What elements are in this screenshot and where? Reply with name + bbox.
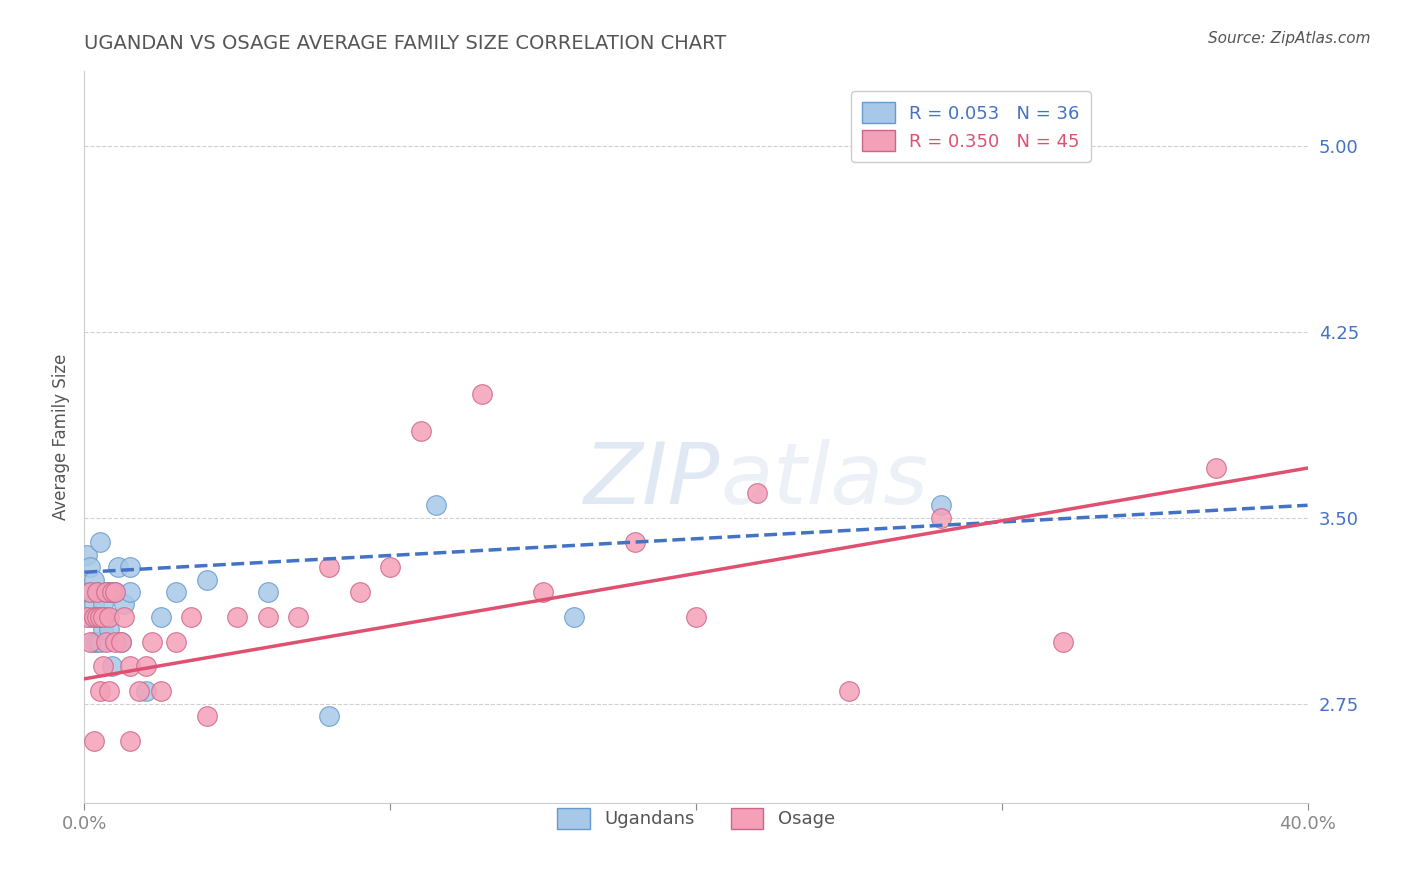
- Point: [79, 560, 101, 574]
- Point: [97, 684, 120, 698]
- Point: [89, 634, 111, 648]
- Point: [86, 634, 108, 648]
- Point: [195, 573, 218, 587]
- Point: [120, 585, 142, 599]
- Point: [195, 709, 218, 723]
- Point: [149, 684, 172, 698]
- Point: [86, 610, 108, 624]
- Point: [89, 610, 111, 624]
- Point: [929, 498, 952, 512]
- Point: [318, 709, 340, 723]
- Point: [135, 659, 157, 673]
- Point: [165, 585, 187, 599]
- Point: [110, 634, 132, 648]
- Text: UGANDAN VS OSAGE AVERAGE FAMILY SIZE CORRELATION CHART: UGANDAN VS OSAGE AVERAGE FAMILY SIZE COR…: [84, 34, 727, 54]
- Point: [104, 585, 127, 599]
- Point: [94, 634, 117, 648]
- Point: [83, 598, 105, 612]
- Point: [91, 610, 114, 624]
- Point: [79, 634, 101, 648]
- Y-axis label: Average Family Size: Average Family Size: [52, 354, 70, 520]
- Point: [76, 610, 98, 624]
- Point: [287, 610, 309, 624]
- Point: [83, 634, 105, 648]
- Point: [471, 386, 494, 401]
- Point: [89, 610, 111, 624]
- Point: [83, 573, 105, 587]
- Point: [110, 634, 132, 648]
- Point: [120, 734, 142, 748]
- Text: Source: ZipAtlas.com: Source: ZipAtlas.com: [1208, 31, 1371, 46]
- Point: [120, 560, 142, 574]
- Point: [747, 486, 769, 500]
- Point: [83, 610, 105, 624]
- Point: [76, 585, 98, 599]
- Point: [83, 734, 105, 748]
- Point: [79, 610, 101, 624]
- Point: [120, 659, 142, 673]
- Point: [257, 610, 280, 624]
- Point: [409, 424, 432, 438]
- Point: [135, 684, 157, 698]
- Point: [165, 634, 187, 648]
- Point: [91, 659, 114, 673]
- Point: [257, 585, 280, 599]
- Point: [226, 610, 249, 624]
- Text: ZIP: ZIP: [583, 440, 720, 523]
- Point: [94, 610, 117, 624]
- Point: [685, 610, 707, 624]
- Point: [89, 535, 111, 549]
- Point: [104, 585, 127, 599]
- Point: [86, 610, 108, 624]
- Point: [1052, 634, 1074, 648]
- Point: [94, 585, 117, 599]
- Point: [79, 585, 101, 599]
- Point: [97, 585, 120, 599]
- Legend: Ugandans, Osage: Ugandans, Osage: [548, 798, 844, 838]
- Point: [107, 560, 129, 574]
- Point: [79, 585, 101, 599]
- Point: [86, 585, 108, 599]
- Point: [89, 684, 111, 698]
- Point: [101, 585, 124, 599]
- Point: [76, 548, 98, 562]
- Point: [94, 585, 117, 599]
- Point: [425, 498, 447, 512]
- Point: [149, 610, 172, 624]
- Point: [91, 598, 114, 612]
- Text: atlas: atlas: [720, 440, 928, 523]
- Point: [180, 610, 202, 624]
- Point: [97, 622, 120, 636]
- Point: [531, 585, 554, 599]
- Point: [318, 560, 340, 574]
- Point: [349, 585, 371, 599]
- Point: [101, 659, 124, 673]
- Point: [97, 610, 120, 624]
- Point: [112, 598, 135, 612]
- Point: [562, 610, 585, 624]
- Point: [112, 610, 135, 624]
- Point: [380, 560, 402, 574]
- Point: [624, 535, 647, 549]
- Point: [104, 634, 127, 648]
- Point: [838, 684, 860, 698]
- Point: [1205, 461, 1227, 475]
- Point: [141, 634, 163, 648]
- Point: [91, 622, 114, 636]
- Point: [929, 510, 952, 524]
- Point: [86, 585, 108, 599]
- Point: [128, 684, 150, 698]
